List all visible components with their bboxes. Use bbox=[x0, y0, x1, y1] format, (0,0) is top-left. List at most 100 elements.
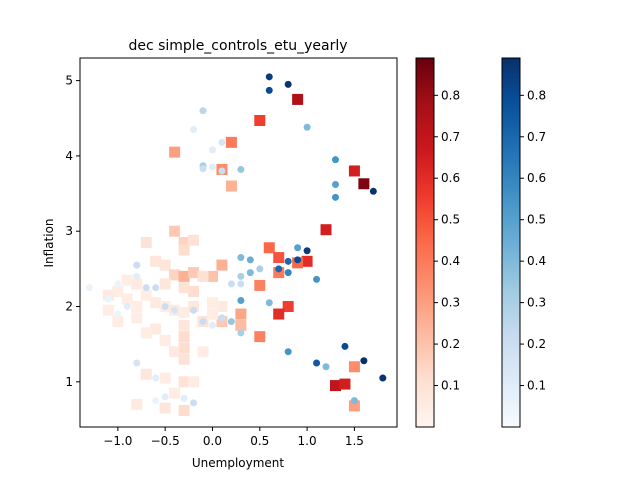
circle-marker bbox=[237, 296, 245, 304]
square-marker bbox=[178, 237, 190, 248]
square-marker bbox=[282, 301, 294, 313]
square-marker bbox=[178, 319, 190, 331]
square-marker bbox=[112, 285, 124, 297]
square-marker bbox=[159, 334, 171, 346]
circle-marker bbox=[161, 303, 169, 311]
square-marker bbox=[188, 301, 200, 313]
square-marker bbox=[159, 259, 171, 271]
square-marker bbox=[348, 165, 360, 177]
square-marker bbox=[225, 136, 237, 148]
colorbar-tick-label: 0.2 bbox=[527, 337, 546, 351]
square-marker bbox=[225, 180, 237, 192]
circle-marker bbox=[199, 165, 207, 173]
circle-marker bbox=[369, 187, 377, 195]
square-marker bbox=[263, 242, 275, 254]
colorbar-reds-ticks: 0.1 0.2 0.3 0.4 0.5 0.6 0.7 0.8 bbox=[434, 88, 460, 393]
circle-marker bbox=[85, 284, 93, 292]
chart-title: dec simple_controls_etu_yearly bbox=[128, 38, 347, 54]
circle-marker bbox=[246, 256, 254, 264]
square-marker bbox=[131, 398, 143, 410]
square-marker bbox=[254, 331, 266, 343]
colorbar-tick-label: 0.8 bbox=[441, 88, 460, 102]
square-marker bbox=[112, 316, 124, 328]
square-marker bbox=[131, 278, 143, 290]
colorbar-tick-label: 0.1 bbox=[527, 379, 546, 393]
square-marker bbox=[188, 285, 200, 297]
square-marker bbox=[292, 93, 304, 105]
x-tick-label: 1.5 bbox=[345, 434, 364, 448]
square-marker bbox=[178, 342, 190, 354]
square-marker bbox=[216, 259, 228, 271]
square-marker bbox=[102, 304, 114, 316]
circle-marker bbox=[123, 303, 131, 311]
square-marker bbox=[159, 372, 171, 384]
colorbar-tick-label: 0.3 bbox=[527, 296, 546, 310]
circle-marker bbox=[294, 256, 302, 264]
square-marker bbox=[102, 289, 114, 301]
colorbar-tick-label: 0.4 bbox=[441, 254, 460, 268]
square-marker bbox=[273, 267, 285, 279]
colorbar-tick-label: 0.6 bbox=[441, 171, 460, 185]
circle-marker bbox=[294, 244, 302, 252]
circle-marker bbox=[284, 269, 292, 277]
x-tick-label: −0.5 bbox=[151, 434, 180, 448]
circle-marker bbox=[208, 163, 216, 171]
x-tick-label: 0.0 bbox=[203, 434, 222, 448]
colorbar-tick-label: 0.7 bbox=[527, 130, 546, 144]
circle-marker bbox=[208, 146, 216, 154]
circle-marker bbox=[284, 257, 292, 265]
circle-marker bbox=[237, 329, 245, 337]
x-axis-ticks: −1.0 −0.5 0.0 0.5 1.0 1.5 bbox=[103, 427, 364, 448]
square-marker bbox=[197, 346, 209, 358]
square-marker bbox=[301, 255, 313, 267]
square-marker bbox=[188, 267, 200, 279]
square-marker bbox=[121, 293, 133, 305]
colorbar-tick-label: 0.5 bbox=[527, 213, 546, 227]
square-marker bbox=[188, 234, 200, 246]
circle-marker bbox=[114, 280, 122, 288]
circle-marker bbox=[237, 165, 245, 173]
square-marker bbox=[169, 146, 181, 158]
circle-marker bbox=[360, 357, 368, 365]
square-marker bbox=[178, 270, 190, 282]
square-marker bbox=[159, 278, 171, 290]
square-marker bbox=[254, 279, 266, 291]
square-marker bbox=[206, 308, 218, 320]
circle-marker bbox=[152, 397, 160, 405]
colorbar-blues-ticks: 0.1 0.2 0.3 0.4 0.5 0.6 0.7 0.8 bbox=[520, 88, 546, 393]
square-marker bbox=[329, 380, 341, 392]
square-marker bbox=[348, 400, 360, 412]
circle-marker bbox=[142, 284, 150, 292]
y-tick-label: 1 bbox=[65, 375, 73, 389]
y-tick-label: 5 bbox=[65, 74, 73, 88]
circle-marker bbox=[303, 247, 311, 255]
square-marker bbox=[188, 376, 200, 388]
colorbar-tick-label: 0.3 bbox=[441, 296, 460, 310]
circle-marker bbox=[284, 348, 292, 356]
circle-marker bbox=[331, 193, 339, 201]
colorbar-tick-label: 0.5 bbox=[441, 213, 460, 227]
y-axis-ticks: 1 2 3 4 5 bbox=[65, 74, 80, 389]
circle-marker bbox=[190, 306, 198, 314]
square-marker bbox=[131, 312, 143, 324]
square-marker bbox=[121, 274, 133, 286]
colorbar-blues bbox=[501, 57, 521, 428]
colorbar-tick-label: 0.4 bbox=[527, 254, 546, 268]
square-marker bbox=[150, 297, 162, 309]
square-marker bbox=[150, 323, 162, 335]
circle-marker bbox=[265, 299, 273, 307]
square-marker bbox=[169, 346, 181, 358]
circle-marker bbox=[303, 123, 311, 131]
square-marker bbox=[254, 115, 266, 127]
circle-marker bbox=[227, 280, 235, 288]
colorbar-tick-label: 0.1 bbox=[441, 379, 460, 393]
circle-marker bbox=[133, 272, 141, 280]
square-marker bbox=[178, 353, 190, 365]
x-tick-label: 1.0 bbox=[298, 434, 317, 448]
x-tick-label: −1.0 bbox=[103, 434, 132, 448]
x-axis-label: Unemployment bbox=[192, 456, 285, 470]
circle-marker bbox=[161, 393, 169, 401]
square-marker bbox=[348, 361, 360, 373]
square-marker bbox=[140, 289, 152, 301]
